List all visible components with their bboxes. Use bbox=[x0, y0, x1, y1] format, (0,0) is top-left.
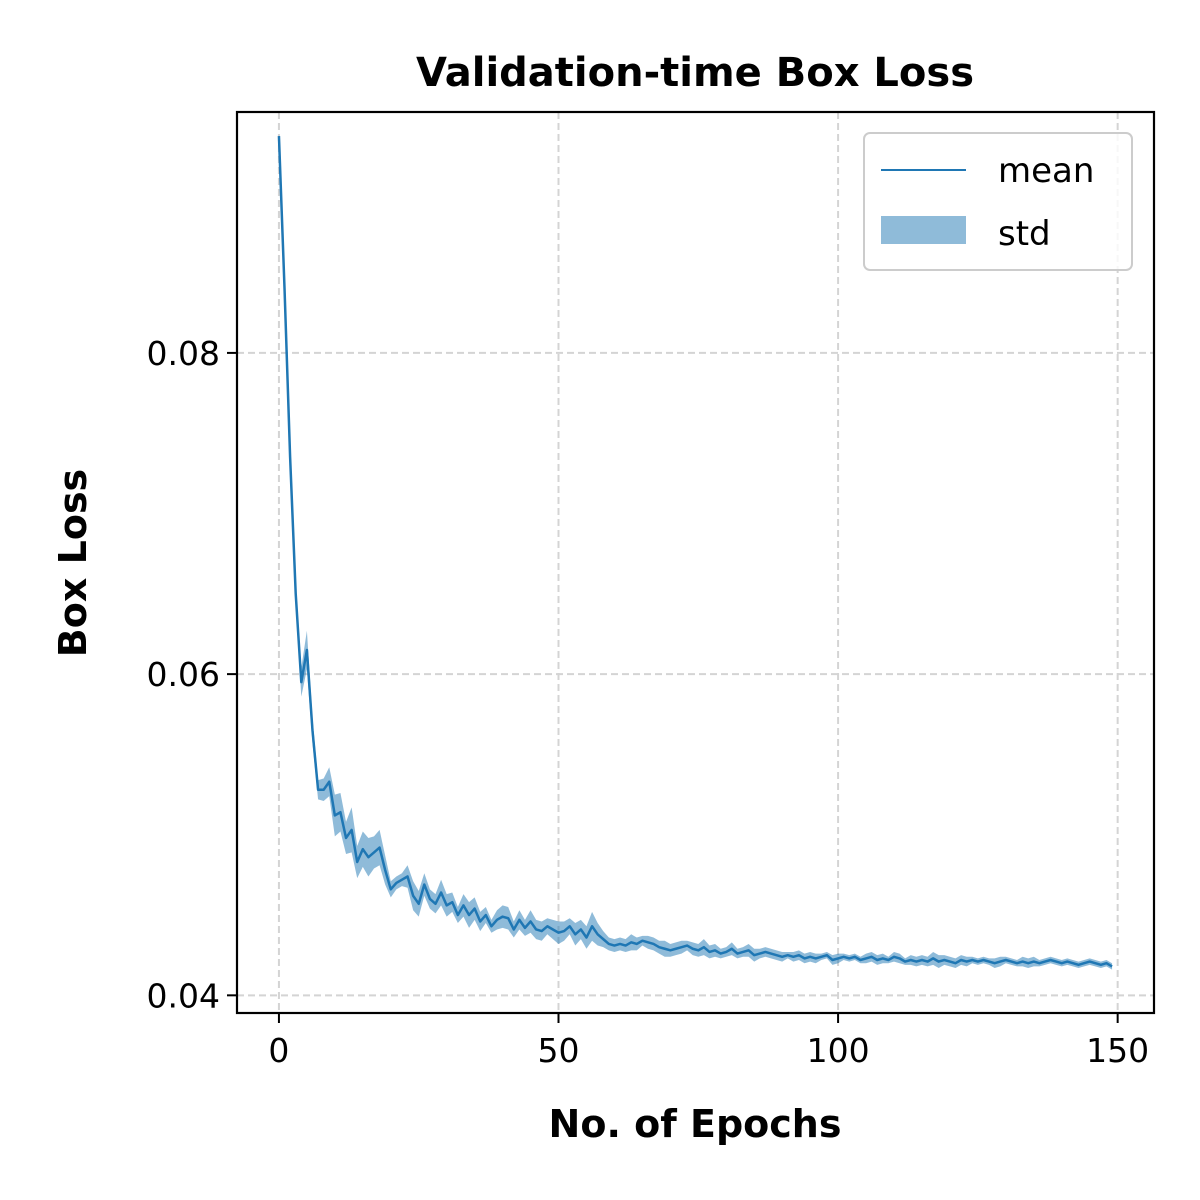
legend-std-label: std bbox=[998, 214, 1051, 254]
mean-line-layer bbox=[277, 136, 1113, 968]
x-axis-label: No. of Epochs bbox=[549, 1102, 842, 1146]
y-tick-label: 0.04 bbox=[147, 976, 220, 1015]
x-tick-label: 0 bbox=[268, 1031, 289, 1070]
grid-lines bbox=[237, 112, 1154, 1013]
y-axis-ticks: 0.04 0.06 0.08 bbox=[147, 334, 237, 1015]
x-tick-label: 100 bbox=[807, 1031, 870, 1070]
mean-line bbox=[277, 136, 1113, 968]
legend: mean std bbox=[863, 132, 1133, 271]
y-tick-label: 0.06 bbox=[147, 655, 220, 694]
x-tick-label: 50 bbox=[538, 1031, 580, 1070]
legend-std-swatch bbox=[881, 216, 966, 244]
x-tick-label: 150 bbox=[1086, 1031, 1149, 1070]
x-axis-ticks: 0 50 100 150 bbox=[268, 1013, 1149, 1070]
y-axis-label: Box Loss bbox=[51, 469, 95, 657]
plot-frame bbox=[235, 110, 1156, 1015]
y-tick-label: 0.08 bbox=[147, 334, 220, 373]
legend-mean-label: mean bbox=[998, 151, 1094, 191]
chart-title: Validation-time Box Loss bbox=[416, 50, 974, 96]
